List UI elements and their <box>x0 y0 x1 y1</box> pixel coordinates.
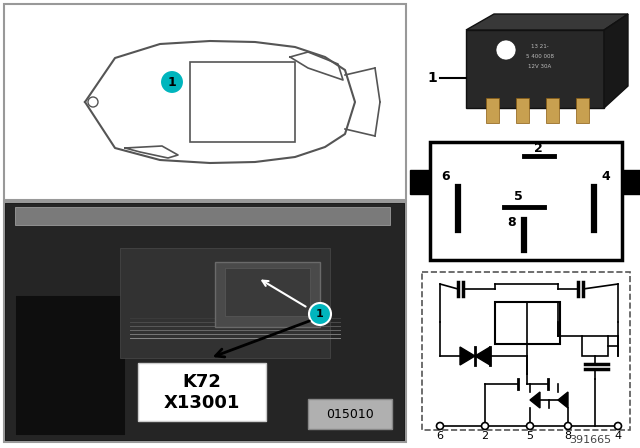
Bar <box>120 248 330 358</box>
Text: 1: 1 <box>427 71 437 85</box>
Bar <box>486 98 499 123</box>
Text: 2: 2 <box>481 431 488 441</box>
Text: 391665: 391665 <box>569 435 611 445</box>
Bar <box>410 170 430 194</box>
Text: 8: 8 <box>564 431 572 441</box>
Polygon shape <box>530 392 540 408</box>
Text: 015010: 015010 <box>326 408 374 421</box>
Bar <box>516 98 529 123</box>
Circle shape <box>436 422 444 430</box>
Bar <box>495 302 560 344</box>
Polygon shape <box>604 14 628 108</box>
Text: 13 21-: 13 21- <box>531 43 549 48</box>
Bar <box>422 272 630 430</box>
Bar <box>6 204 404 440</box>
Text: 4: 4 <box>614 431 621 441</box>
Text: 1: 1 <box>316 309 324 319</box>
Circle shape <box>309 303 331 325</box>
Bar <box>582 336 608 356</box>
Text: 1: 1 <box>168 76 177 89</box>
Bar <box>4 202 406 442</box>
Bar <box>422 272 630 430</box>
Bar <box>308 399 392 429</box>
Polygon shape <box>466 14 628 30</box>
Polygon shape <box>460 347 475 365</box>
Text: 6: 6 <box>442 171 451 184</box>
Bar <box>4 4 406 200</box>
Polygon shape <box>475 347 490 365</box>
Bar <box>546 98 559 123</box>
Polygon shape <box>558 392 568 408</box>
Bar <box>225 268 310 316</box>
Bar <box>466 30 604 108</box>
Text: 6: 6 <box>436 431 444 441</box>
Circle shape <box>527 422 534 430</box>
Bar <box>190 62 295 142</box>
Circle shape <box>481 422 488 430</box>
Circle shape <box>614 422 621 430</box>
Circle shape <box>496 40 516 60</box>
Text: K72: K72 <box>182 373 221 391</box>
Bar <box>215 262 320 327</box>
Text: 5: 5 <box>514 190 522 203</box>
Text: 5 400 008: 5 400 008 <box>526 53 554 59</box>
Bar <box>576 98 589 123</box>
Bar <box>430 142 622 260</box>
Circle shape <box>564 422 572 430</box>
Bar <box>138 363 266 421</box>
Bar <box>15 207 390 225</box>
Circle shape <box>160 70 184 94</box>
Text: 12V 30A: 12V 30A <box>529 64 552 69</box>
Text: 4: 4 <box>602 171 611 184</box>
Text: 2: 2 <box>534 142 542 155</box>
Bar <box>622 170 640 194</box>
Text: X13001: X13001 <box>164 394 240 412</box>
Bar <box>15 295 125 435</box>
Text: 5: 5 <box>527 431 534 441</box>
Text: 8: 8 <box>508 215 516 228</box>
